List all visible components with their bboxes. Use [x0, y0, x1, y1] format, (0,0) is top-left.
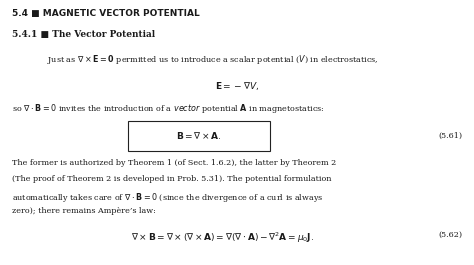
Text: 5.4.1 ■ The Vector Potential: 5.4.1 ■ The Vector Potential	[12, 30, 155, 39]
Text: Just as $\nabla \times \mathbf{E} = \mathbf{0}$ permitted us to introduce a scal: Just as $\nabla \times \mathbf{E} = \mat…	[47, 53, 379, 66]
FancyBboxPatch shape	[128, 121, 270, 151]
Text: zero); there remains Ampère’s law:: zero); there remains Ampère’s law:	[12, 207, 156, 215]
Text: 5.4 ■ MAGNETIC VECTOR POTENTIAL: 5.4 ■ MAGNETIC VECTOR POTENTIAL	[12, 9, 200, 18]
Text: (5.61): (5.61)	[438, 132, 462, 140]
Text: $\nabla \times \mathbf{B} = \nabla \times (\nabla \times \mathbf{A}) = \nabla(\n: $\nabla \times \mathbf{B} = \nabla \time…	[131, 231, 314, 245]
Text: automatically takes care of $\nabla \cdot \mathbf{B} = 0$ (since the divergence : automatically takes care of $\nabla \cdo…	[12, 191, 323, 204]
Text: (The proof of Theorem 2 is developed in Prob. 5.31). The potential formulation: (The proof of Theorem 2 is developed in …	[12, 175, 331, 183]
Text: The former is authorized by Theorem 1 (of Sect. 1.6.2), the latter by Theorem 2: The former is authorized by Theorem 1 (o…	[12, 159, 336, 167]
Text: $\mathbf{B} = \nabla \times \mathbf{A}.$: $\mathbf{B} = \nabla \times \mathbf{A}.$	[176, 130, 222, 141]
Text: $\mathbf{E} = -\nabla V,$: $\mathbf{E} = -\nabla V,$	[215, 80, 259, 91]
Text: (5.62): (5.62)	[438, 231, 462, 239]
Text: so $\nabla \cdot \mathbf{B} = 0$ invites the introduction of a $\mathit{vector}$: so $\nabla \cdot \mathbf{B} = 0$ invites…	[12, 102, 325, 115]
